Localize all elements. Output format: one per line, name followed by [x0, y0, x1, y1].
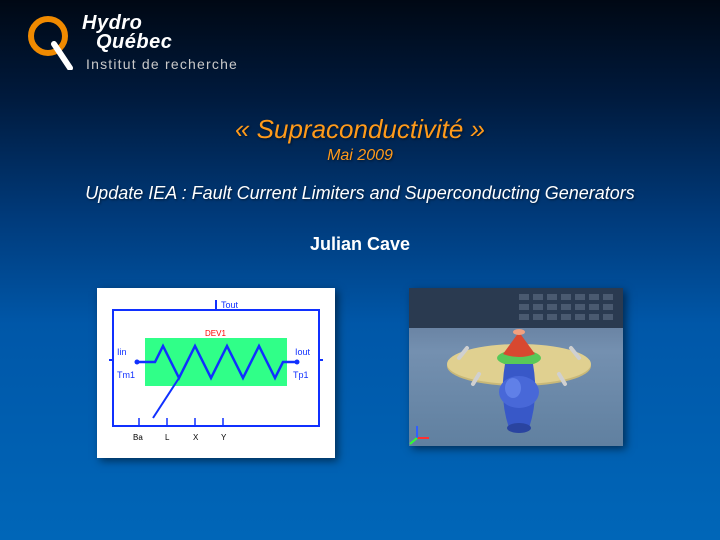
slide-date: Mai 2009 [0, 147, 720, 165]
figures-row: Tout Iin Iout Tm1 Tp1 DEV1 [0, 288, 720, 458]
brand-line3: Institut de recherche [86, 56, 238, 72]
axis-ba: Ba [133, 433, 143, 442]
label-tout: Tout [221, 300, 239, 310]
label-tp1: Tp1 [293, 370, 309, 380]
label-dev1: DEV1 [205, 329, 226, 338]
brand-logo: Hydro Québec Institut de recherche [26, 10, 238, 72]
brand-line2: Québec [96, 31, 238, 54]
axis-l: L [165, 433, 170, 442]
axis-y: Y [221, 433, 227, 442]
label-iout: Iout [295, 347, 311, 357]
q-icon [26, 14, 74, 62]
axis-x: X [193, 433, 199, 442]
circuit-diagram-figure: Tout Iin Iout Tm1 Tp1 DEV1 [97, 288, 335, 458]
label-tm1: Tm1 [117, 370, 135, 380]
generator-render-svg [409, 288, 623, 446]
title-block: « Supraconductivité » Mai 2009 Update IE… [0, 114, 720, 204]
slide-title: « Supraconductivité » [0, 114, 720, 145]
slide-subtitle: Update IEA : Fault Current Limiters and … [0, 183, 720, 204]
author-name: Julian Cave [0, 234, 720, 255]
brand-text: Hydro Québec Institut de recherche [82, 10, 238, 72]
circuit-diagram-svg: Tout Iin Iout Tm1 Tp1 DEV1 [109, 300, 323, 446]
generator-render-figure [409, 288, 623, 446]
label-iin: Iin [117, 347, 127, 357]
